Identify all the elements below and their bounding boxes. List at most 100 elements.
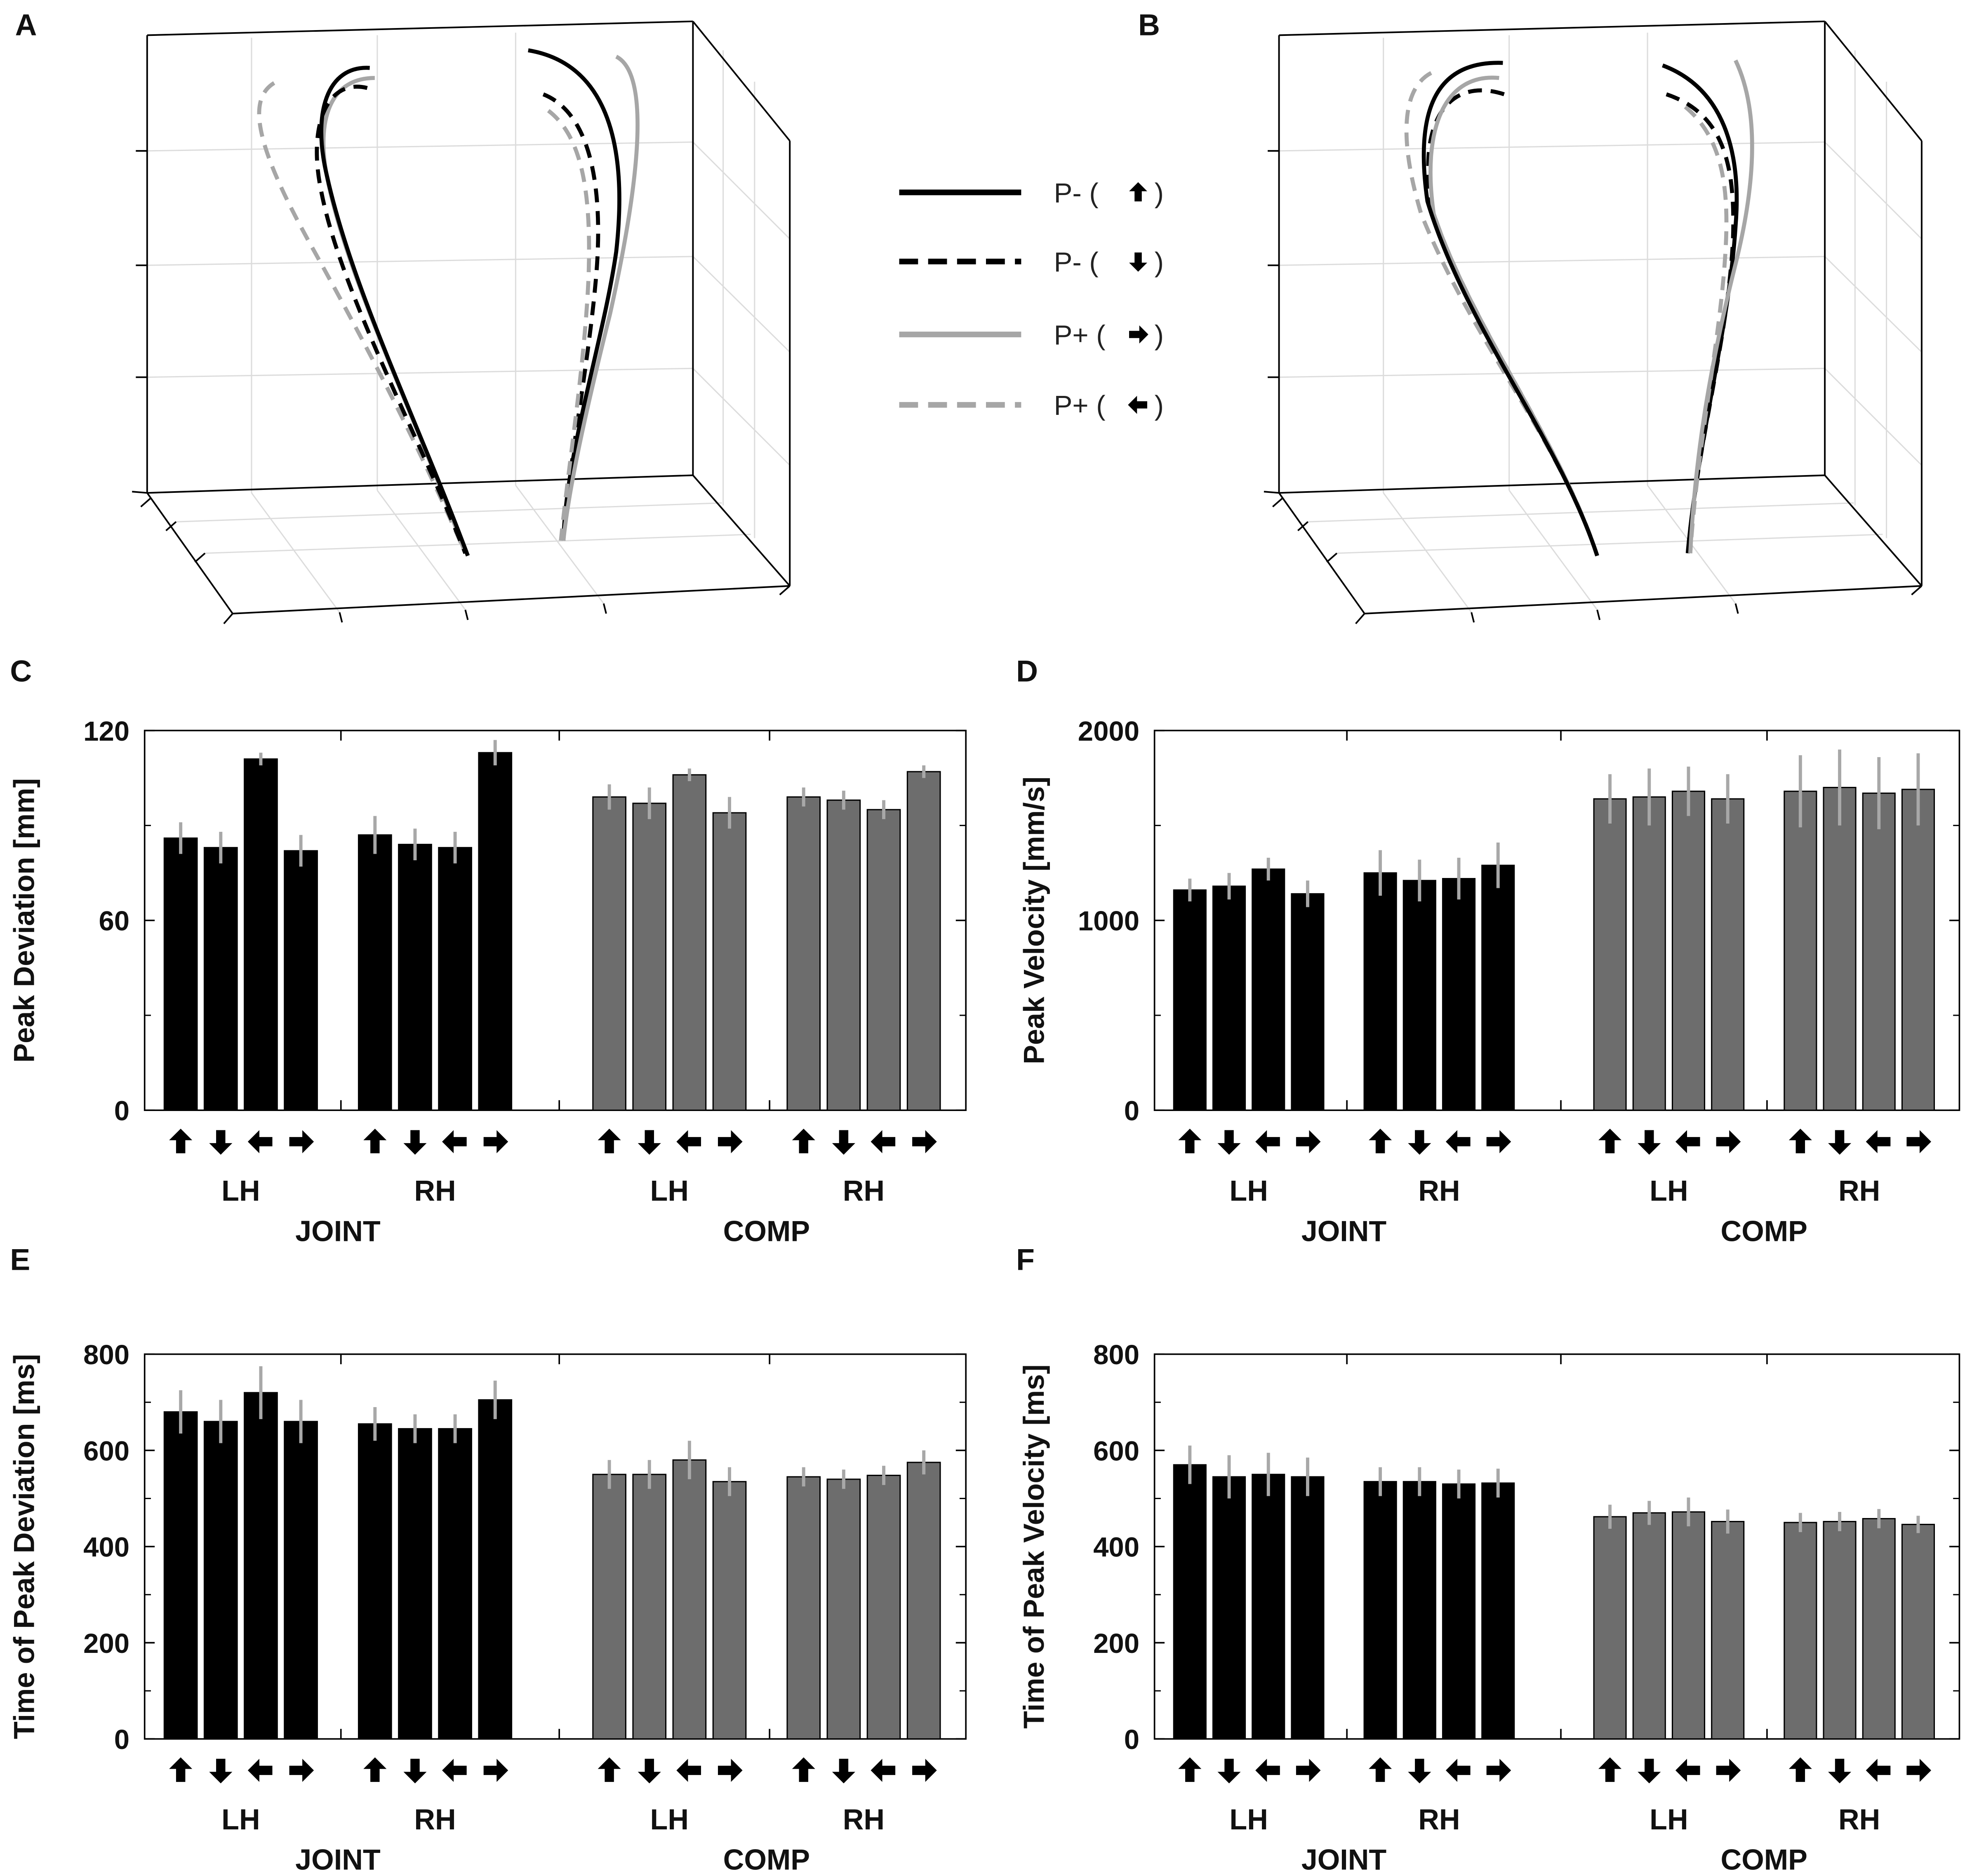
arrow-left-icon (871, 1758, 896, 1782)
bar-joint-lh-down (1212, 885, 1246, 1111)
arrow-right-icon (483, 1758, 508, 1782)
bar-comp-rh-right (906, 1462, 941, 1740)
arrow-up-icon (1598, 1757, 1622, 1782)
arrow-left-icon (1445, 1758, 1471, 1782)
arrow-down-icon (209, 1758, 233, 1784)
panel-a-3d-plot (132, 20, 791, 624)
y-tick-label: 0 (1124, 1724, 1139, 1755)
panel-label-c: C (10, 654, 32, 688)
y-axis-label: Time of Peak Velocity [ms] (1018, 1364, 1050, 1728)
arrow-down-icon (638, 1758, 661, 1784)
arrow-up-icon (169, 1128, 193, 1153)
group-label: JOINT (295, 1215, 381, 1247)
bar-joint-lh-up (1173, 1464, 1207, 1740)
bar-joint-rh-right (1481, 1482, 1515, 1740)
bar-comp-lh-left (672, 774, 707, 1111)
arrow-down-icon (832, 1758, 855, 1784)
hand-label: LH (1650, 1175, 1688, 1207)
hand-label: RH (1418, 1175, 1460, 1207)
group-label: COMP (1721, 1215, 1807, 1247)
hand-label: LH (650, 1175, 689, 1207)
arrow-up-icon (598, 1128, 621, 1153)
legend-close-4: ) (1155, 390, 1164, 421)
y-tick-label: 2000 (1078, 716, 1139, 747)
arrow-up-icon (363, 1128, 387, 1153)
arrow-right-icon (289, 1130, 314, 1153)
bar-comp-lh-down (632, 803, 667, 1111)
arrow-left-icon (247, 1758, 273, 1782)
arrow-right-icon (718, 1130, 743, 1153)
arrow-up-icon (1598, 1128, 1622, 1153)
arrow-up-icon (1788, 1757, 1812, 1782)
arrow-right-icon (1296, 1130, 1321, 1153)
bar-comp-rh-left (1862, 1518, 1896, 1740)
bar-joint-lh-left (1252, 868, 1285, 1111)
bar-comp-rh-left (866, 809, 901, 1111)
y-axis-label: Peak Velocity [mm/s] (1018, 777, 1050, 1064)
arrow-down-icon (1217, 1758, 1241, 1784)
bar-comp-lh-left (1671, 1511, 1706, 1740)
hand-label: RH (843, 1803, 885, 1836)
bar-comp-lh-right (1711, 798, 1745, 1111)
legend-close-2: ) (1155, 247, 1164, 278)
arrow-left-icon (676, 1130, 701, 1153)
arrow-up-icon (1369, 1128, 1392, 1153)
bar-joint-lh-up (1173, 889, 1207, 1111)
bar-joint-rh-up (358, 834, 392, 1111)
y-tick-label: 600 (1093, 1436, 1139, 1466)
bar-comp-rh-right (1901, 789, 1935, 1111)
y-tick-label: 120 (83, 716, 129, 747)
arrow-down-icon (1638, 1130, 1661, 1155)
chart-time-of-peak-deviation: 0 200 400 600 800 LH RH LH RH JOINT COMP Time of Pe… (8, 1339, 967, 1876)
panel-b-3d-plot (1264, 20, 1923, 624)
bar-comp-rh-down (1823, 1521, 1857, 1740)
bar-joint-lh-left (1252, 1473, 1285, 1740)
hand-label: LH (650, 1803, 689, 1836)
legend: P- () P- () P+ () P+ () (899, 178, 1164, 421)
bar-joint-rh-left (1442, 1483, 1476, 1740)
legend-arrow-right-icon (1129, 325, 1148, 344)
bar-comp-rh-down (826, 799, 861, 1111)
legend-arrow-left-icon (1128, 395, 1147, 414)
y-tick-label: 0 (114, 1724, 129, 1755)
arrow-down-icon (209, 1130, 233, 1155)
hand-label: RH (414, 1175, 456, 1207)
arrow-down-icon (1408, 1130, 1431, 1155)
hand-label: RH (843, 1175, 885, 1207)
bar-joint-rh-down (398, 1428, 432, 1740)
panel-label-b: B (1138, 8, 1160, 42)
bar-joint-lh-right (1291, 893, 1325, 1111)
arrow-down-icon (403, 1758, 427, 1784)
bar-comp-rh-right (906, 771, 941, 1111)
arrow-down-icon (1217, 1130, 1241, 1155)
arrow-right-icon (483, 1130, 508, 1153)
bar-joint-rh-up (358, 1423, 392, 1740)
arrow-right-icon (1296, 1758, 1321, 1782)
bar-joint-rh-down (1403, 1481, 1436, 1740)
hand-label: LH (1650, 1803, 1688, 1836)
hand-label: RH (1838, 1803, 1880, 1836)
bar-comp-lh-down (632, 1473, 667, 1740)
legend-label-1: P- ( (1054, 178, 1099, 209)
panel-a-traces (257, 48, 640, 557)
hand-label: LH (1229, 1803, 1268, 1836)
arrow-right-icon (1486, 1130, 1511, 1153)
bar-comp-rh-right (1901, 1523, 1935, 1740)
bar-comp-lh-right (712, 812, 747, 1111)
bar-comp-lh-down (1632, 796, 1666, 1111)
bar-joint-lh-up (163, 837, 198, 1111)
arrow-right-icon (1716, 1130, 1741, 1153)
arrow-right-icon (1486, 1758, 1511, 1782)
hand-label: LH (1229, 1175, 1268, 1207)
arrow-left-icon (1445, 1130, 1471, 1153)
group-label: COMP (723, 1844, 810, 1876)
arrow-up-icon (598, 1757, 621, 1782)
y-tick-label: 0 (114, 1096, 129, 1127)
legend-label-4: P+ ( (1054, 390, 1106, 421)
arrow-up-icon (1369, 1757, 1392, 1782)
y-tick-label: 400 (1093, 1532, 1139, 1563)
arrow-left-icon (1255, 1758, 1280, 1782)
hand-label: LH (221, 1803, 260, 1836)
bar-comp-rh-left (866, 1475, 901, 1740)
